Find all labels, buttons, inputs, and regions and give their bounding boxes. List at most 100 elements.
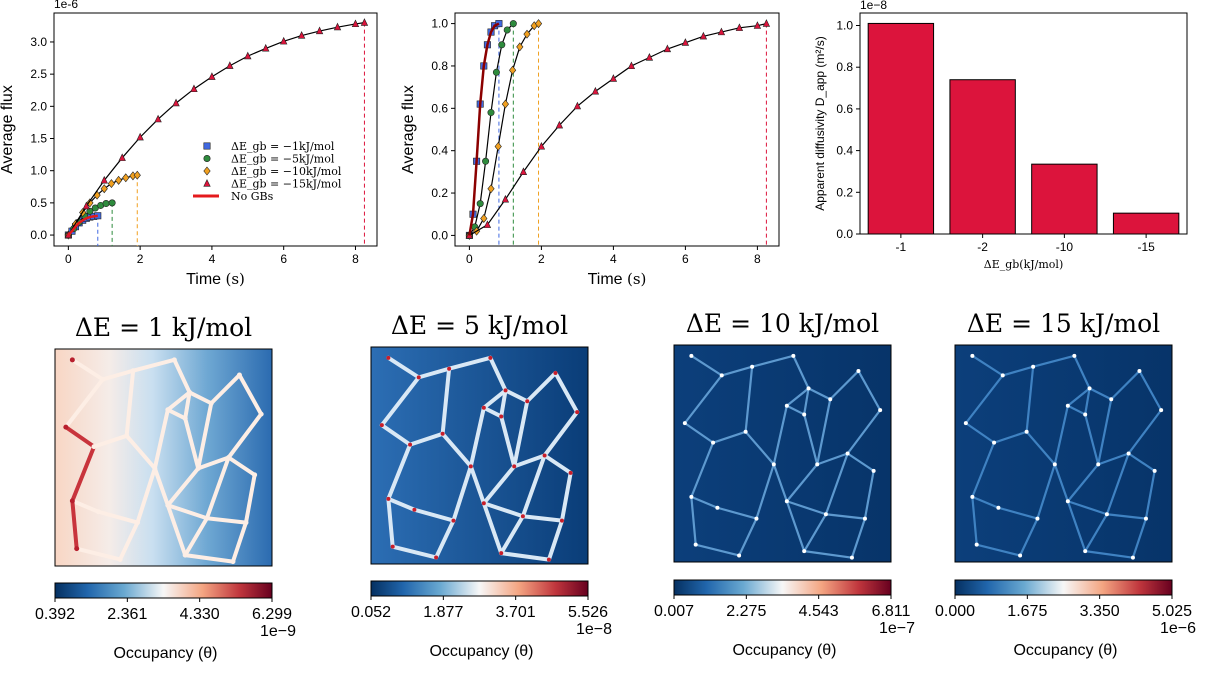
y-tick-label: 0.0	[836, 227, 853, 241]
data-point	[172, 98, 180, 107]
triple-junction	[1130, 555, 1135, 560]
x-tick-label: 8	[352, 252, 359, 266]
data-point	[315, 26, 324, 35]
triple-junction	[91, 444, 97, 450]
grain-boundary	[1084, 413, 1100, 466]
grain-boundary	[386, 355, 421, 380]
triple-junction	[1018, 553, 1023, 558]
grain-boundary	[546, 518, 564, 562]
grain-boundary	[690, 441, 715, 498]
y-tick-label: 0.6	[431, 101, 448, 115]
x-tick-label: 2	[137, 252, 144, 266]
triple-junction	[754, 516, 759, 521]
panel-title: ΔE = 15 kJ/mol	[967, 309, 1160, 338]
grain-boundary	[803, 550, 854, 559]
grain-boundary	[850, 517, 867, 559]
grain-boundary	[135, 466, 157, 525]
grain-boundary	[829, 369, 860, 401]
heatmap-background	[674, 345, 891, 562]
grain-boundary	[807, 387, 832, 401]
grain-boundary	[1131, 517, 1148, 559]
grain-boundary	[70, 498, 101, 514]
grain-boundary	[824, 513, 867, 520]
data-point	[681, 38, 690, 46]
grain-boundary	[1025, 430, 1056, 466]
triple-junction	[134, 520, 140, 526]
data-point	[262, 43, 270, 52]
grain-boundary	[683, 374, 723, 425]
data-point	[102, 200, 110, 208]
grain-boundary	[503, 388, 530, 404]
grain-boundary	[1001, 365, 1035, 377]
triple-junction	[575, 410, 580, 415]
data-point	[333, 22, 342, 31]
triple-junction	[1159, 408, 1164, 413]
grain-boundary	[542, 410, 580, 458]
triple-junction	[568, 470, 573, 475]
grain-boundary	[971, 495, 1000, 509]
triple-junction	[1143, 516, 1148, 521]
grain-boundary	[792, 354, 810, 390]
grain-boundary	[1018, 517, 1039, 557]
triple-junction	[828, 397, 833, 402]
data-point	[591, 86, 600, 95]
data-point	[244, 51, 252, 60]
y-exponent-label: 1e−8	[860, 0, 887, 12]
triple-junction	[553, 371, 558, 376]
grain-boundary	[488, 355, 508, 393]
grain-boundary	[1066, 463, 1100, 503]
triple-junction	[499, 414, 504, 419]
data-point	[297, 31, 306, 39]
colorbar-tick-label: 2.361	[107, 606, 147, 623]
plot-area	[859, 12, 1188, 235]
grain-boundary	[525, 371, 558, 404]
triple-junction	[715, 505, 720, 510]
data-point	[86, 198, 94, 208]
grain-boundary	[165, 407, 188, 421]
y-tick-label: 1.0	[836, 19, 853, 33]
colorbar-tick-label: 1.877	[423, 604, 463, 621]
grain-boundary	[204, 455, 231, 521]
triple-junction	[784, 403, 789, 408]
grain-boundary	[803, 513, 828, 553]
grain-boundary	[226, 455, 257, 477]
data-point	[627, 61, 636, 70]
grain-boundary	[204, 516, 248, 525]
y-tick-label: 0.8	[431, 59, 448, 73]
grain-boundary	[785, 463, 819, 503]
grain-boundary	[230, 520, 248, 564]
triple-junction	[390, 544, 395, 549]
colorbar-tick-label: 1.675	[1007, 603, 1047, 620]
data-point	[476, 200, 484, 208]
x-tick-label: 6	[280, 252, 287, 266]
grain-boundary	[1066, 500, 1109, 516]
grain-boundary	[785, 387, 810, 407]
triple-junction	[195, 465, 201, 471]
grain-boundary	[196, 401, 214, 471]
grain-boundary	[243, 472, 257, 525]
series-line	[469, 23, 767, 236]
bar	[949, 79, 1016, 235]
y-tick-label: 0.4	[431, 144, 448, 158]
triple-junction	[693, 542, 698, 547]
grain-boundary	[683, 422, 715, 444]
data-point	[86, 207, 94, 215]
grain-boundary	[997, 506, 1039, 520]
colorbar-tick-label: 6.811	[872, 603, 911, 620]
occupancy-heatmap	[673, 344, 892, 563]
plot-area	[454, 12, 780, 247]
grain-boundary	[165, 390, 192, 412]
grain-boundary	[481, 464, 517, 506]
data-point	[154, 114, 162, 123]
grain-boundary	[183, 390, 192, 421]
colorbar-label: Occupancy (θ)	[113, 645, 217, 662]
colorbar-tick-label: 2.275	[726, 603, 766, 620]
grain-boundary	[1032, 354, 1076, 368]
grain-boundary	[1025, 365, 1035, 433]
grain-boundary	[542, 453, 573, 475]
grain-boundary	[694, 543, 741, 557]
triple-junction	[546, 557, 551, 562]
grain-boundary	[1084, 387, 1091, 416]
colorbar	[673, 579, 892, 596]
y-tick-label: 0.0	[30, 228, 47, 242]
